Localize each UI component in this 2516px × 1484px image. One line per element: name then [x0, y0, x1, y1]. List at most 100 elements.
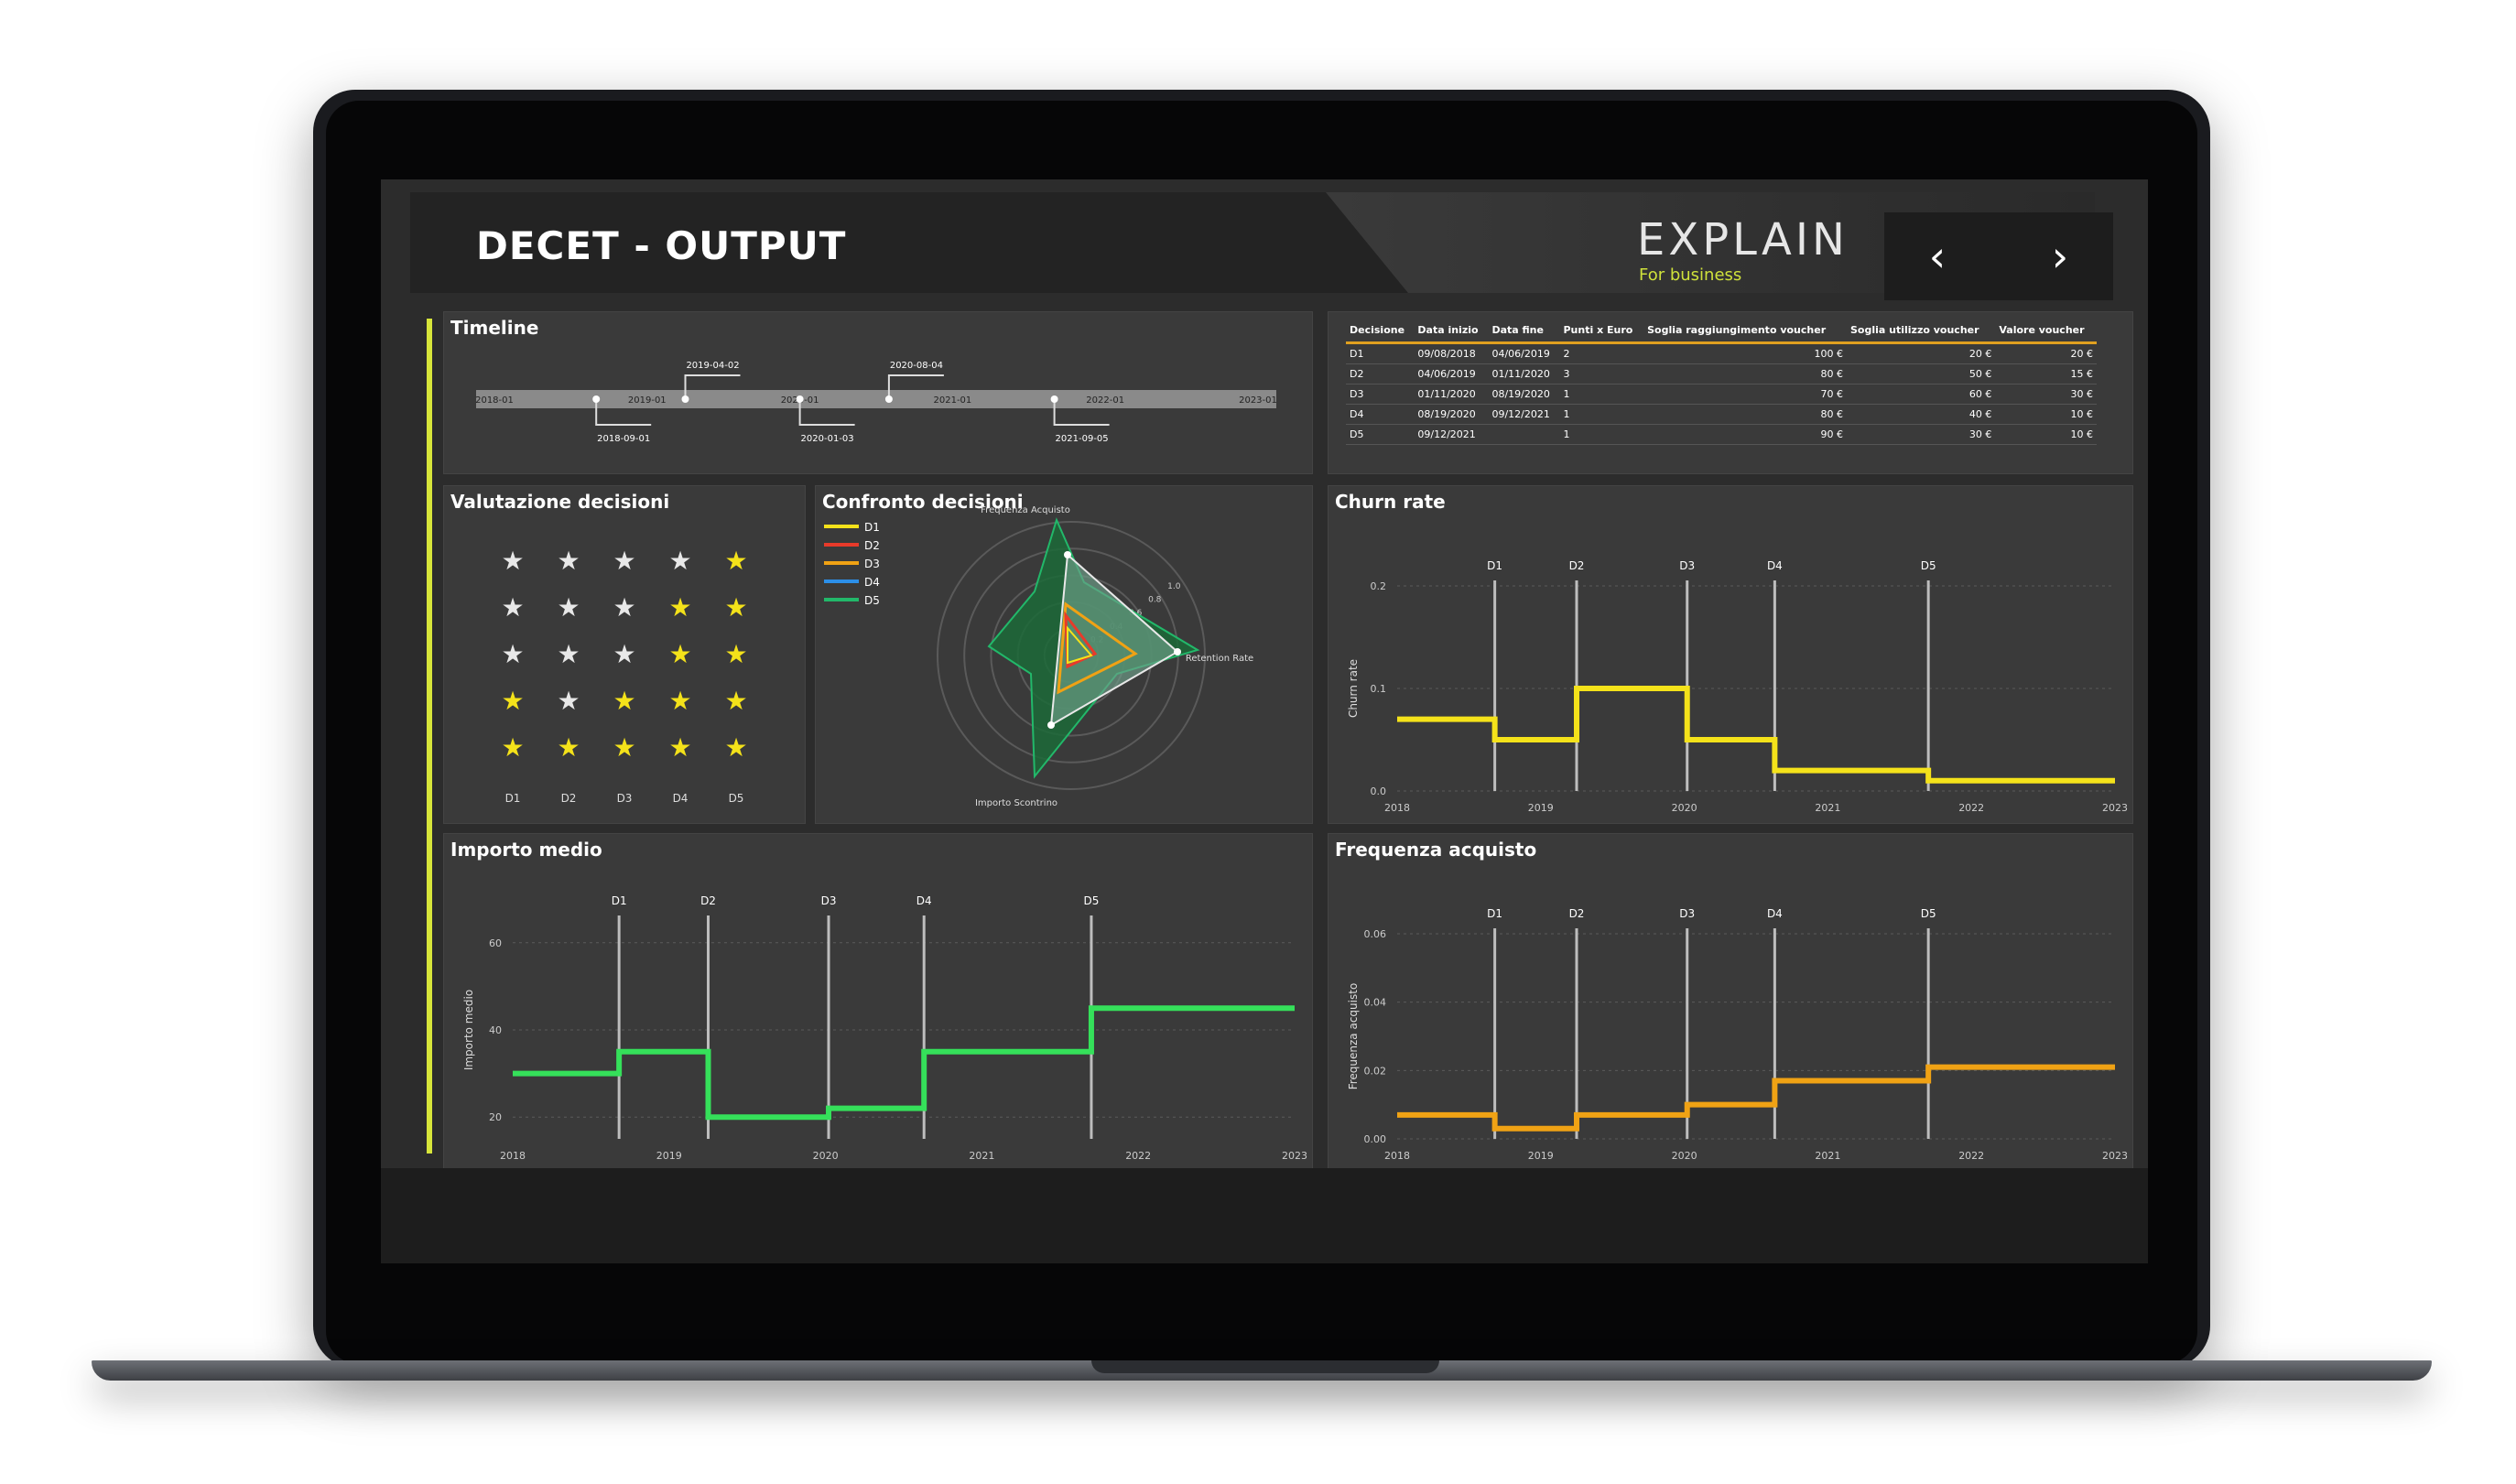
- table-header-cell[interactable]: Soglia raggiungimento voucher: [1643, 319, 1847, 344]
- rating-star-icon: ★: [613, 546, 635, 576]
- decision-marker-label: D2: [700, 894, 716, 907]
- y-tick-label: 0.2: [1371, 580, 1387, 592]
- table-cell: 80 €: [1643, 363, 1847, 385]
- x-tick-label: 2019: [1528, 1150, 1554, 1162]
- table-row[interactable]: D3 01/11/2020 08/19/2020 1 70 €60 €30 €: [1346, 384, 2097, 405]
- legend-swatch: [824, 580, 859, 583]
- brand-tagline: For business: [1639, 265, 1742, 285]
- timeline-year-label: 2019-01: [628, 395, 667, 406]
- table-header-cell[interactable]: Data inizio: [1414, 319, 1489, 344]
- decision-table: Decisione Data inizio Data fine Punti x Eur…: [1346, 319, 2097, 445]
- brand-logo: EXPLAIN For business: [1637, 214, 1866, 287]
- table-cell: D1: [1346, 342, 1415, 364]
- table-cell: D2: [1346, 363, 1415, 385]
- radar-axis-label: Frequenza Acquisto: [981, 505, 1070, 515]
- decision-marker-label: D3: [1679, 559, 1695, 572]
- valutazione-panel: Valutazione decisioni ★ ★ ★ ★ ★ ★ ★ ★ ★ ★ ★ ★ ★ ★ ★ ★ ★ ★…: [443, 485, 806, 824]
- rating-column-label: D2: [561, 792, 577, 805]
- decision-marker-label: D2: [1569, 559, 1585, 572]
- table-row[interactable]: D2 04/06/2019 01/11/2020 3 80 €50 €15 €: [1346, 363, 2097, 385]
- y-tick-label: 20: [489, 1111, 502, 1123]
- valutazione-title: Valutazione decisioni: [450, 491, 670, 513]
- table-row[interactable]: D1 09/08/2018 04/06/2019 2 100 €20 €20 €: [1346, 342, 2097, 364]
- timeline-event-dot: [681, 395, 689, 403]
- table-cell: 09/12/2021: [1488, 404, 1560, 425]
- table-cell: 20 €: [1995, 342, 2097, 364]
- confronto-title: Confronto decisioni: [822, 491, 1024, 513]
- rating-star-icon: ★: [501, 686, 524, 716]
- timeline-event-dot: [1050, 395, 1058, 403]
- x-tick-label: 2021: [969, 1150, 994, 1162]
- table-row[interactable]: D5 09/12/2021 1 90 €30 €10 €: [1346, 424, 2097, 445]
- table-row[interactable]: D4 08/19/2020 09/12/2021 1 80 €40 €10 €: [1346, 404, 2097, 425]
- x-tick-label: 2020: [1672, 1150, 1697, 1162]
- timeline-event-label: 2020-01-03: [801, 434, 854, 444]
- legend-label: D2: [864, 539, 880, 552]
- decision-marker-label: D4: [1767, 559, 1783, 572]
- rating-star-icon: ★: [724, 686, 747, 716]
- legend-swatch: [824, 543, 859, 547]
- radar-series-d3: [1057, 601, 1138, 695]
- x-tick-label: 2018: [500, 1150, 526, 1162]
- rating-star-icon: ★: [501, 546, 524, 576]
- table-cell: 09/08/2018: [1414, 342, 1489, 364]
- table-header-cell[interactable]: Soglia utilizzo voucher: [1847, 319, 1996, 344]
- y-tick-label: 0.1: [1371, 683, 1387, 695]
- screen-bottom-area: [381, 1168, 2148, 1263]
- y-axis-label: Importo medio: [462, 990, 475, 1070]
- table-cell: 30 €: [1995, 384, 2097, 405]
- x-tick-label: 2023: [1282, 1150, 1307, 1162]
- x-tick-label: 2018: [1384, 802, 1410, 814]
- rating-star-icon: ★: [668, 592, 691, 623]
- brand-wordmark: EXPLAIN: [1637, 214, 1849, 265]
- churn-panel: Churn rate 0.0 0.1 0.2 2018 2019 2020 2021 2022…: [1328, 485, 2133, 824]
- decision-marker-label: D5: [1921, 907, 1936, 920]
- timeline-event-dot: [796, 395, 804, 403]
- table-cell: D3: [1346, 384, 1415, 405]
- rating-star-icon: ★: [724, 732, 747, 763]
- table-header-cell[interactable]: Data fine: [1488, 319, 1560, 344]
- decision-marker-label: D1: [612, 894, 627, 907]
- timeline-event-label: 2019-04-02: [686, 361, 739, 371]
- y-tick-label: 0.0: [1371, 785, 1387, 797]
- timeline-year-label: 2023-01: [1239, 395, 1277, 406]
- next-page-button[interactable]: ›: [2051, 232, 2069, 281]
- rating-star-icon: ★: [501, 732, 524, 763]
- prev-page-button[interactable]: ‹: [1928, 232, 1947, 281]
- radar-ring: [937, 521, 1206, 790]
- table-cell: 100 €: [1643, 342, 1847, 364]
- x-tick-label: 2019: [1528, 802, 1554, 814]
- table-cell: 08/19/2020: [1414, 404, 1489, 425]
- table-header-cell[interactable]: Punti x Euro: [1559, 319, 1644, 344]
- legend-swatch: [824, 598, 859, 601]
- decision-table-panel: Decisione Data inizio Data fine Punti x Eur…: [1328, 311, 2133, 474]
- table-header-cell[interactable]: Decisione: [1346, 319, 1415, 344]
- radar-vertex: [1047, 721, 1055, 729]
- y-tick-label: 0.04: [1364, 997, 1387, 1009]
- rating-star-icon: ★: [557, 732, 580, 763]
- table-header-cell[interactable]: Valore voucher: [1995, 319, 2097, 344]
- table-cell: 09/12/2021: [1414, 424, 1489, 445]
- table-cell: 01/11/2020: [1488, 363, 1560, 385]
- legend-swatch: [824, 525, 859, 528]
- x-tick-label: 2022: [1125, 1150, 1151, 1162]
- frequenza-panel: Frequenza acquisto 0.00 0.02 0.04 0.06 2018 2…: [1328, 833, 2133, 1174]
- x-tick-label: 2022: [1958, 802, 1984, 814]
- x-tick-label: 2018: [1384, 1150, 1410, 1162]
- page-navigation: ‹ ›: [1884, 212, 2113, 300]
- importo-panel: Importo medio 20 40 60 2018 2019 2020 2021 2022…: [443, 833, 1313, 1174]
- rating-star-icon: ★: [557, 592, 580, 623]
- timeline-event-label: 2021-09-05: [1056, 434, 1109, 444]
- importo-title: Importo medio: [450, 839, 602, 861]
- churn-title: Churn rate: [1335, 491, 1446, 513]
- timeline-event-label: 2018-09-01: [597, 434, 650, 444]
- rating-star-icon: ★: [613, 686, 635, 716]
- rating-star-icon: ★: [668, 639, 691, 669]
- step-series-line: [1397, 1064, 2115, 1132]
- table-cell: 08/19/2020: [1488, 384, 1560, 405]
- rating-star-icon: ★: [724, 592, 747, 623]
- rating-star-icon: ★: [613, 639, 635, 669]
- timeline-year-label: 2018-01: [475, 395, 514, 406]
- churn-chart: 0.0 0.1 0.2 2018 2019 2020 2021 2022 2023 Churn r…: [1347, 559, 2128, 814]
- table-body: D1 09/08/2018 04/06/2019 2 100 €20 €20 € D2 04…: [1346, 342, 2097, 445]
